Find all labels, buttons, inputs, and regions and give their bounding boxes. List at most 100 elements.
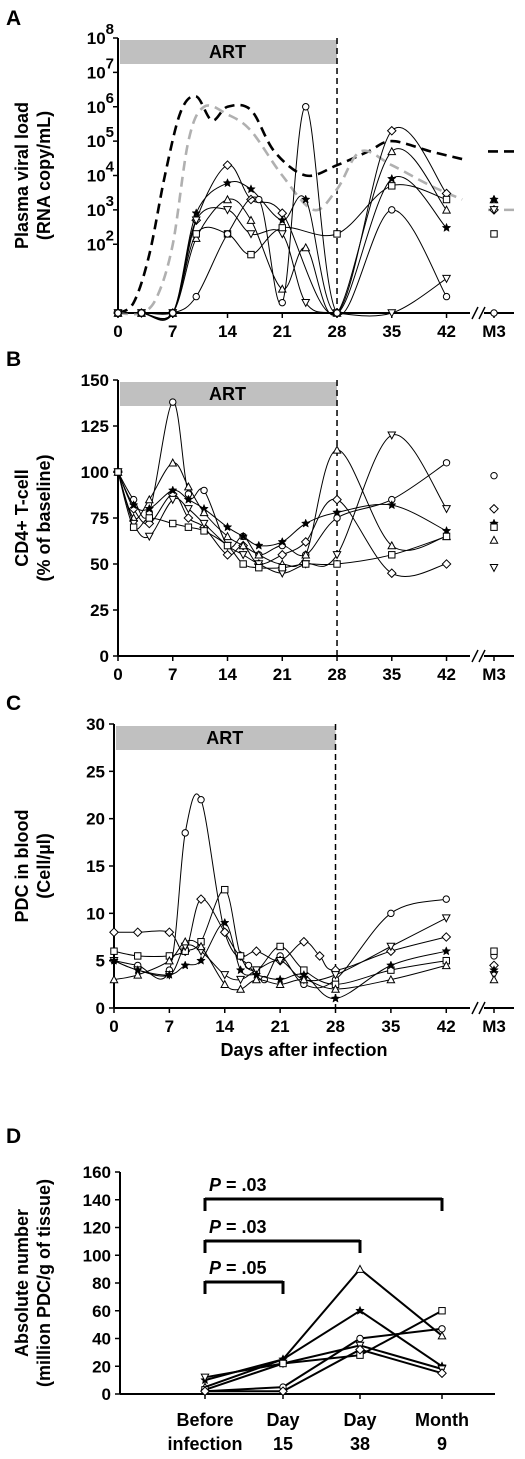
axis-break-mark xyxy=(478,649,486,663)
star-marker xyxy=(167,485,178,495)
x-category-label: 38 xyxy=(350,1434,370,1454)
y-axis-title: (million PDC/g of tissue) xyxy=(34,1179,54,1387)
x-tick-label: 28 xyxy=(328,322,347,341)
circle-marker xyxy=(387,909,395,918)
diamond-marker xyxy=(278,1386,288,1397)
series-line xyxy=(205,1348,443,1393)
triangle-marker xyxy=(301,550,311,559)
square-marker xyxy=(247,250,255,259)
circle-marker xyxy=(442,895,450,903)
square-marker xyxy=(278,563,286,572)
x-tick-label: M3 xyxy=(482,665,506,684)
triangle-marker xyxy=(220,979,230,989)
diamond-marker xyxy=(251,946,262,957)
inverted-triangle-marker xyxy=(275,956,285,966)
square-marker xyxy=(388,551,396,559)
series-line xyxy=(204,1267,443,1389)
circle-marker xyxy=(255,195,263,204)
square-marker xyxy=(169,519,177,528)
diamond-marker xyxy=(298,936,309,947)
star-marker xyxy=(441,222,452,232)
circle-marker xyxy=(169,309,177,317)
panel-a: A ART 102 103 104 105 106 107 108 0 7 14 21 28 35 42 M3 P… xyxy=(6,7,519,341)
inverted-triangle-marker xyxy=(332,551,342,560)
circle-marker xyxy=(197,796,205,804)
star-marker xyxy=(277,536,288,547)
inverted-triangle-marker xyxy=(330,971,341,980)
diamond-marker xyxy=(332,494,342,505)
x-tick-label: 42 xyxy=(437,322,456,341)
star-marker xyxy=(180,960,191,970)
x-category-label: 15 xyxy=(273,1434,293,1454)
x-tick-label: 7 xyxy=(165,1017,174,1036)
star-marker xyxy=(330,993,341,1003)
diamond-marker xyxy=(441,559,452,569)
triangle-marker xyxy=(164,955,174,965)
inverted-triangle-marker xyxy=(200,1373,210,1383)
y-axis-title: Plasma viral load xyxy=(12,102,32,249)
panel-label: C xyxy=(6,692,21,715)
series-triangle xyxy=(109,936,499,993)
x-tick-label: 35 xyxy=(381,1017,400,1036)
y-tick-label: 75 xyxy=(90,509,109,528)
panel-b: B ART 0 25 50 75 100 125 150 0 7 14 21 28 35 42 M3 CD4+ T… xyxy=(6,348,514,684)
circle-marker xyxy=(333,309,341,317)
triangle-marker xyxy=(275,979,285,989)
triangle-marker xyxy=(387,146,397,156)
diamond-marker xyxy=(277,549,288,560)
y-tick-label: 106 xyxy=(87,90,114,117)
triangle-marker xyxy=(355,1264,365,1273)
series-line xyxy=(118,176,447,321)
diamond-marker xyxy=(441,932,452,942)
inverted-triangle-marker xyxy=(222,206,233,215)
triangle-marker xyxy=(180,936,190,946)
panel-label: D xyxy=(6,1125,21,1148)
series-line xyxy=(204,1344,443,1379)
y-tick-label: 0 xyxy=(96,999,105,1018)
y-axis-title: (% of baseline) xyxy=(34,454,54,581)
y-tick-label: 120 xyxy=(83,1219,111,1238)
square-marker xyxy=(221,885,229,894)
square-marker xyxy=(278,224,286,232)
triangle-marker xyxy=(238,540,248,550)
art-band-label: ART xyxy=(209,384,246,404)
star-marker xyxy=(386,173,397,183)
circle-marker xyxy=(442,459,451,467)
circle-marker xyxy=(192,292,200,301)
triangle-marker xyxy=(386,974,396,984)
square-marker xyxy=(145,514,153,522)
star-marker xyxy=(300,518,311,528)
x-tick-label: 14 xyxy=(218,322,237,341)
inverted-triangle-marker xyxy=(220,971,230,980)
art-band xyxy=(116,726,336,750)
square-marker xyxy=(490,523,498,531)
star-marker xyxy=(277,215,288,225)
diamond-marker xyxy=(355,1344,365,1355)
diamond-marker xyxy=(132,927,143,938)
y-tick-label: 140 xyxy=(83,1191,111,1210)
x-category-label: Before xyxy=(176,1410,233,1430)
y-tick-label: 150 xyxy=(81,371,109,390)
square-marker xyxy=(134,952,142,960)
series-square xyxy=(201,1307,446,1394)
star-marker xyxy=(253,540,264,550)
series-diamond xyxy=(113,125,499,321)
x-tick-label: 42 xyxy=(437,665,456,684)
inverted-triangle-marker xyxy=(199,519,209,529)
y-tick-label: 25 xyxy=(90,601,109,620)
triangle-marker xyxy=(299,974,309,984)
y-tick-label: 103 xyxy=(87,193,114,220)
circle-marker xyxy=(169,398,177,406)
square-marker xyxy=(200,527,208,535)
series-line xyxy=(118,184,447,320)
star-marker xyxy=(386,960,396,970)
inverted-triangle-marker xyxy=(236,975,246,985)
art-band xyxy=(120,40,338,64)
square-marker xyxy=(333,560,341,568)
x-tick-label: 14 xyxy=(218,665,237,684)
circle-marker xyxy=(278,298,286,307)
y-tick-label: 20 xyxy=(92,1357,111,1376)
y-axis-title: (RNA copy/mL) xyxy=(34,111,54,240)
star-marker xyxy=(235,965,246,975)
square-marker xyxy=(255,563,263,572)
